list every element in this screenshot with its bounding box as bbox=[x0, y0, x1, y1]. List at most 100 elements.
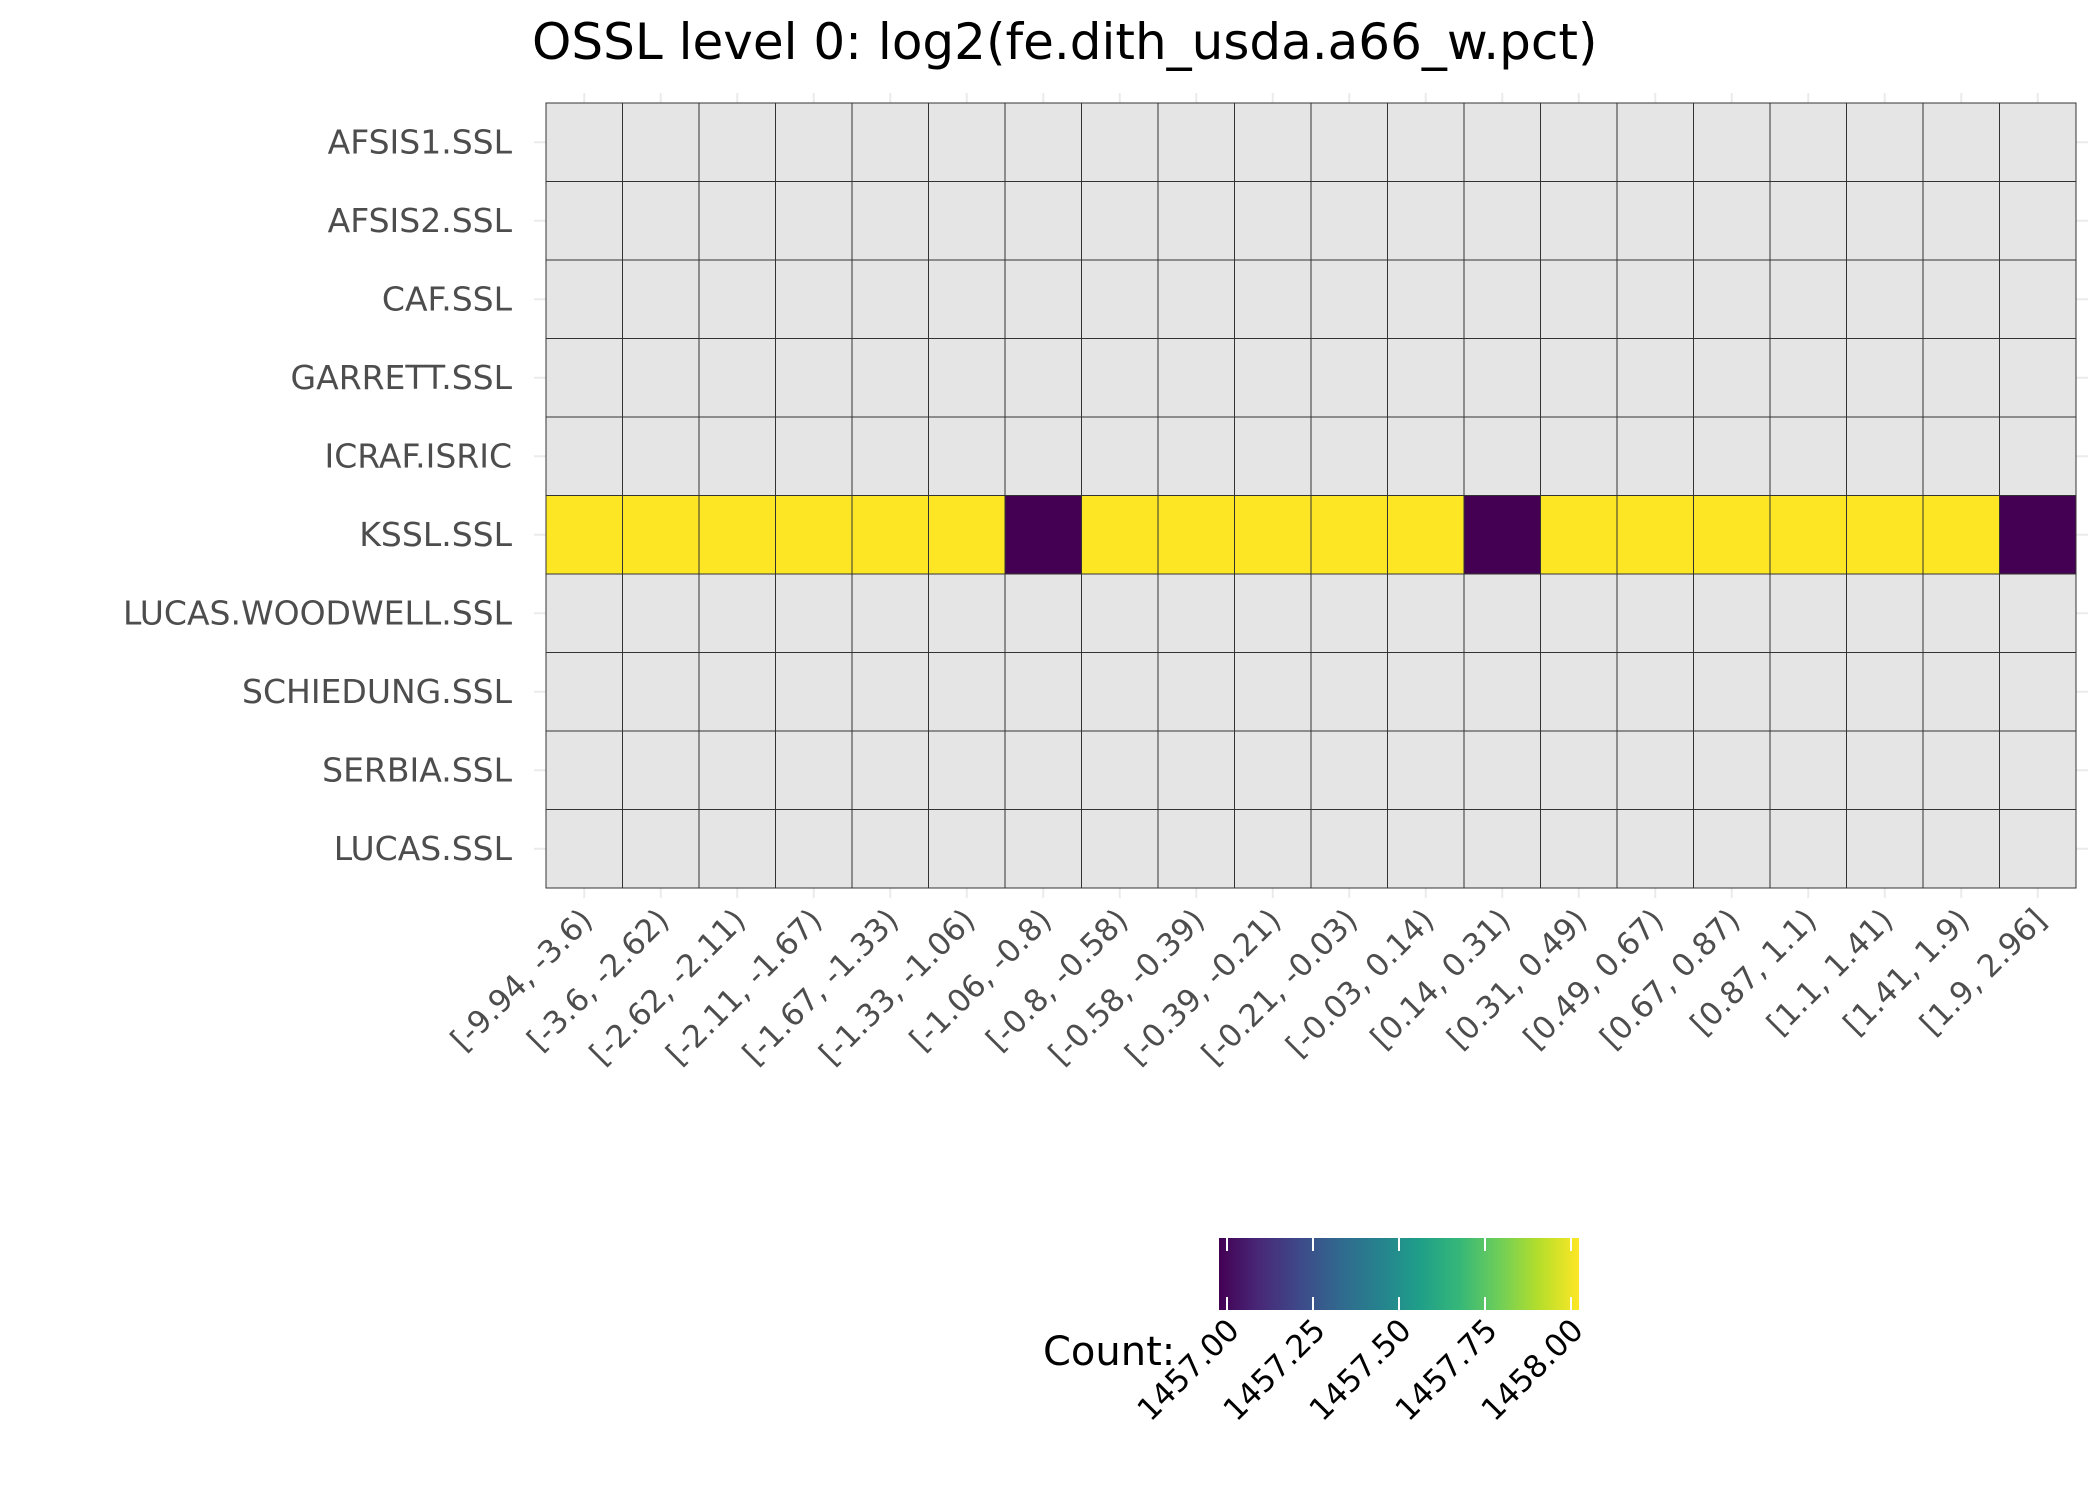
heatmap-cell bbox=[1999, 809, 2077, 889]
heatmap-cell bbox=[1846, 181, 1924, 261]
heatmap-cell bbox=[1310, 338, 1388, 418]
heatmap-cell bbox=[1769, 730, 1847, 810]
heatmap-cell bbox=[1922, 495, 2000, 575]
x-axis: [-9.94, -3.6)[-3.6, -2.62)[-2.62, -2.11)… bbox=[444, 902, 2053, 1072]
heatmap-cell bbox=[1387, 573, 1465, 653]
heatmap-cell bbox=[698, 809, 776, 889]
heatmap-cell bbox=[1081, 809, 1159, 889]
heatmap-cell bbox=[1234, 181, 1312, 261]
heatmap-cell bbox=[1081, 102, 1159, 182]
heatmap-cell bbox=[1081, 573, 1159, 653]
y-tick-label: LUCAS.SSL bbox=[334, 829, 513, 868]
heatmap-cell bbox=[1157, 338, 1235, 418]
heatmap-cell bbox=[1693, 652, 1771, 732]
heatmap-cell bbox=[775, 652, 853, 732]
heatmap-cell bbox=[1463, 730, 1541, 810]
heatmap-cell bbox=[775, 338, 853, 418]
heatmap-cell bbox=[1234, 652, 1312, 732]
y-tick-label: LUCAS.WOODWELL.SSL bbox=[123, 593, 513, 632]
heatmap-cell bbox=[1693, 338, 1771, 418]
heatmap-cell bbox=[1081, 259, 1159, 339]
heatmap-cell bbox=[1846, 809, 1924, 889]
heatmap-cell bbox=[775, 416, 853, 496]
heatmap-cell bbox=[928, 573, 1006, 653]
heatmap-cell bbox=[1463, 416, 1541, 496]
color-legend: Count: 1457.001457.251457.501457.751458.… bbox=[1043, 1238, 1591, 1428]
heatmap-cell bbox=[1846, 730, 1924, 810]
heatmap-cell bbox=[545, 573, 623, 653]
heatmap-cell bbox=[775, 181, 853, 261]
heatmap-cell bbox=[1922, 652, 2000, 732]
heatmap-cell bbox=[1310, 809, 1388, 889]
heatmap-cell bbox=[545, 338, 623, 418]
heatmap-cell bbox=[1693, 809, 1771, 889]
heatmap-cell bbox=[545, 495, 623, 575]
heatmap-cell bbox=[1081, 416, 1159, 496]
heatmap-cell bbox=[1004, 809, 1082, 889]
heatmap-cell bbox=[1846, 259, 1924, 339]
y-tick-label: AFSIS2.SSL bbox=[328, 201, 513, 240]
heatmap-cell bbox=[1387, 730, 1465, 810]
heatmap-cell bbox=[1004, 259, 1082, 339]
heatmap-cell bbox=[1540, 495, 1618, 575]
heatmap-cell bbox=[928, 416, 1006, 496]
heatmap-cell bbox=[1310, 573, 1388, 653]
heatmap-cell bbox=[1387, 809, 1465, 889]
y-axis: AFSIS1.SSL AFSIS2.SSL CAF.SSL GARRETT.SSL IC… bbox=[123, 122, 513, 868]
heatmap-cell bbox=[1693, 259, 1771, 339]
heatmap-cell bbox=[698, 181, 776, 261]
heatmap-cell bbox=[1081, 652, 1159, 732]
heatmap-cell bbox=[1387, 495, 1465, 575]
heatmap-cell bbox=[698, 730, 776, 810]
heatmap-cell bbox=[1463, 573, 1541, 653]
heatmap-cell bbox=[1999, 181, 2077, 261]
heatmap-cell bbox=[698, 573, 776, 653]
heatmap-cell bbox=[775, 495, 853, 575]
heatmap-cell bbox=[1463, 259, 1541, 339]
heatmap-cell bbox=[1463, 652, 1541, 732]
heatmap-cell bbox=[1387, 102, 1465, 182]
heatmap-cell bbox=[1540, 338, 1618, 418]
heatmap-cell bbox=[1081, 181, 1159, 261]
heatmap-cell bbox=[1769, 416, 1847, 496]
heatmap-cell bbox=[1922, 338, 2000, 418]
heatmap-cell bbox=[622, 181, 700, 261]
heatmap-cell bbox=[928, 181, 1006, 261]
heatmap-cell bbox=[1693, 102, 1771, 182]
heatmap-cell bbox=[1540, 730, 1618, 810]
heatmap-cell bbox=[698, 338, 776, 418]
heatmap-cell bbox=[1769, 573, 1847, 653]
heatmap-cell bbox=[1310, 181, 1388, 261]
heatmap-cell bbox=[1004, 495, 1082, 575]
heatmap-cell bbox=[622, 102, 700, 182]
heatmap-cell bbox=[928, 259, 1006, 339]
heatmap-cell bbox=[1616, 338, 1694, 418]
heatmap-cell bbox=[1081, 730, 1159, 810]
heatmap-cell bbox=[1081, 338, 1159, 418]
heatmap-cell bbox=[1004, 102, 1082, 182]
heatmap-cell bbox=[545, 730, 623, 810]
heatmap-cell bbox=[622, 495, 700, 575]
heatmap-cell bbox=[1157, 416, 1235, 496]
heatmap-cell bbox=[1769, 102, 1847, 182]
heatmap-cell bbox=[698, 495, 776, 575]
heatmap-cell bbox=[1922, 809, 2000, 889]
heatmap-cell bbox=[1616, 495, 1694, 575]
heatmap-cell bbox=[1616, 652, 1694, 732]
heatmap-cell bbox=[1540, 652, 1618, 732]
heatmap-cell bbox=[1004, 416, 1082, 496]
heatmap-cell bbox=[1999, 730, 2077, 810]
heatmap-cell bbox=[1769, 181, 1847, 261]
heatmap-cell bbox=[1922, 416, 2000, 496]
y-tick-label: SCHIEDUNG.SSL bbox=[242, 672, 513, 711]
heatmap-cell bbox=[1157, 730, 1235, 810]
heatmap-cell bbox=[1922, 181, 2000, 261]
heatmap-cell bbox=[775, 809, 853, 889]
heatmap-cell bbox=[1387, 416, 1465, 496]
heatmap-cell bbox=[1540, 573, 1618, 653]
heatmap-cell bbox=[775, 259, 853, 339]
heatmap-cell bbox=[1004, 573, 1082, 653]
heatmap-cell bbox=[928, 495, 1006, 575]
y-tick-label: CAF.SSL bbox=[382, 279, 513, 318]
